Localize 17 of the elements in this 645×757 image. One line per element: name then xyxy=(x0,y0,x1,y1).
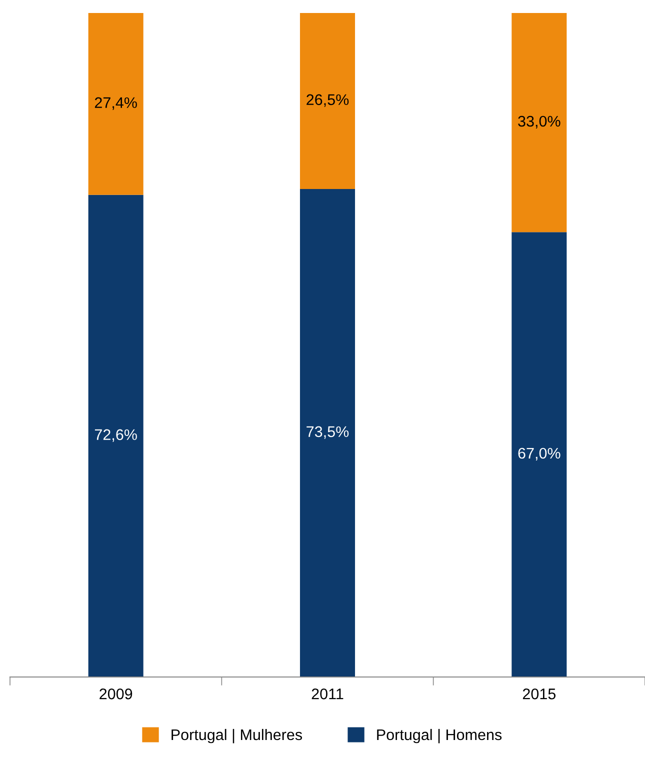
x-tick-label: 2009 xyxy=(100,688,132,700)
bar xyxy=(300,13,356,189)
bar xyxy=(88,194,144,677)
data-label: 33,0% xyxy=(518,116,560,128)
data-label: 73,5% xyxy=(306,426,349,439)
bar xyxy=(300,188,356,677)
x-tick-label: 2015 xyxy=(522,688,556,700)
legend-label: Portugal | Mulheres xyxy=(172,728,302,744)
x-tick-label: 2011 xyxy=(312,688,344,700)
bar xyxy=(512,232,567,677)
bar xyxy=(88,13,144,195)
data-label: 67,0% xyxy=(518,448,560,460)
legend-label: Portugal | Homens xyxy=(377,728,502,744)
data-label: 27,4% xyxy=(94,97,137,110)
data-label: 26,5% xyxy=(306,94,349,107)
data-label: 72,6% xyxy=(94,429,137,442)
bar xyxy=(512,13,567,232)
